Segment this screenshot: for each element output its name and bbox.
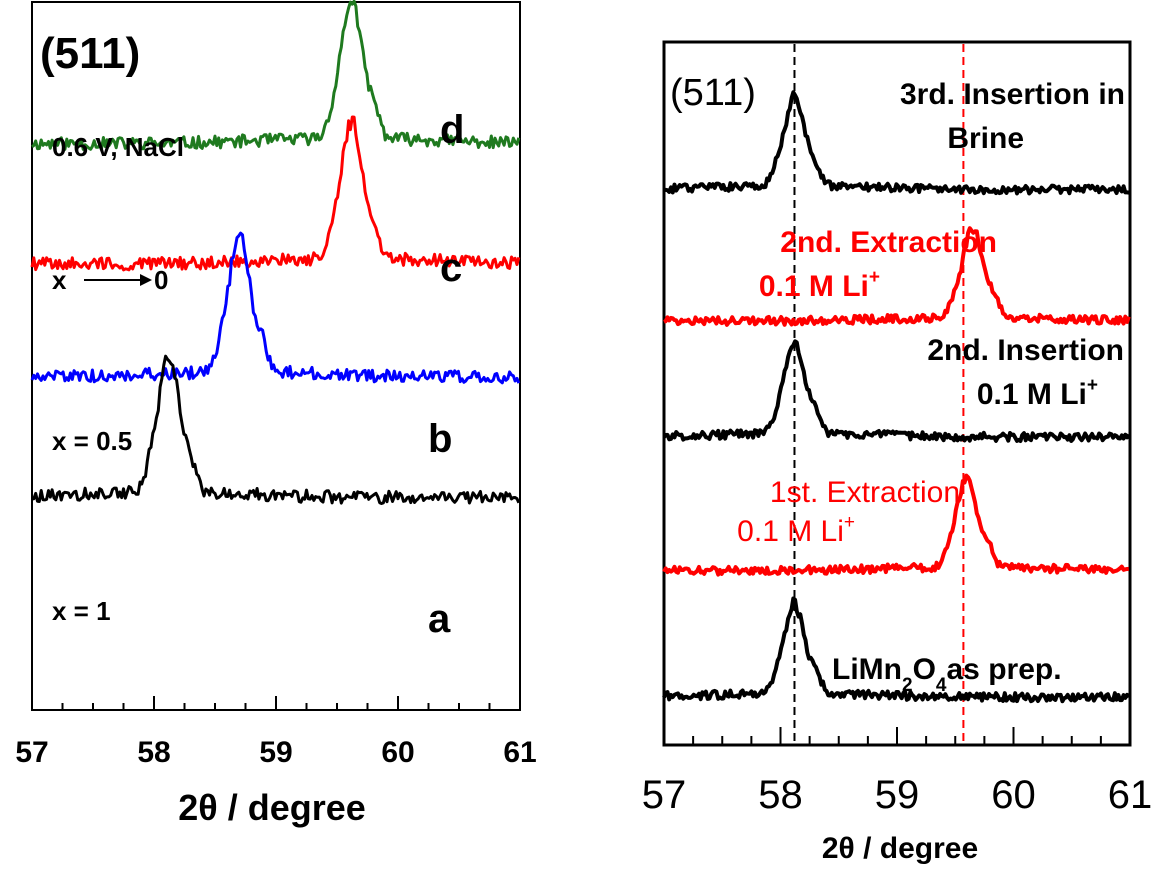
series-a-label: x = 1 (52, 596, 111, 626)
x-tick-label: 59 (259, 736, 292, 769)
r5-trace (663, 90, 1130, 196)
left-traces (30, 0, 521, 505)
left-x-tick-labels: 57 58 59 60 61 (15, 736, 536, 769)
r4-label-sup: + (869, 267, 880, 288)
series-d-letter: d (440, 108, 464, 152)
left-panel-label: (511) (40, 29, 140, 78)
x-tick-label: 57 (15, 736, 48, 769)
series-d-label: 0.6 V, NaCl (52, 132, 184, 162)
r4-label-line2: 0.1 M Li+ (759, 267, 880, 303)
x-tick-label: 60 (381, 736, 414, 769)
right-x-ticks (663, 727, 1131, 745)
right-traces (662, 90, 1131, 704)
r2-label-text: 0.1 M Li (737, 515, 844, 548)
r4-label-text: 0.1 M Li (759, 270, 869, 303)
series-b-letter: b (428, 417, 452, 461)
series-b-trace (30, 231, 521, 385)
r1-label-sub2: 4 (936, 675, 947, 696)
r3-label-text: 0.1 M Li (977, 378, 1087, 411)
right-reference-lines (793, 44, 965, 745)
r5-label-line1: 3rd. Insertion in (900, 78, 1125, 111)
r2-trace (662, 473, 1130, 577)
r3-label-line1: 2nd. Insertion (927, 334, 1124, 367)
left-x-ticks (31, 696, 521, 710)
series-c-label: x (52, 265, 67, 295)
r1-label-part3: as prep. (946, 653, 1061, 686)
r1-trace (662, 596, 1131, 704)
x-tick-label: 59 (875, 773, 920, 817)
x-tick-label: 60 (991, 773, 1036, 817)
r4-label-line1: 2nd. Extraction (780, 226, 997, 259)
right-x-tick-labels: 57 58 59 60 61 (642, 773, 1153, 817)
x-tick-label: 57 (642, 773, 687, 817)
r1-label: LiMn2O4as prep. (832, 653, 1062, 696)
series-a-trace (31, 354, 521, 505)
r2-label-sup: + (844, 512, 855, 533)
r4-trace (663, 226, 1131, 327)
left-x-axis-label: 2θ / degree (178, 787, 366, 828)
right-panel-label: (511) (670, 72, 756, 114)
right-x-axis-label: 2θ / degree (822, 832, 978, 865)
r3-label-line2: 0.1 M Li+ (977, 375, 1098, 411)
r3-label-sup: + (1087, 375, 1098, 396)
r1-label-part1: LiMn (832, 653, 902, 686)
series-d-trace (31, 0, 521, 151)
r2-label-line2: 0.1 M Li+ (737, 512, 855, 548)
r2-label-line1: 1st. Extraction (770, 476, 960, 509)
x-tick-label: 58 (137, 736, 170, 769)
x-tick-label: 61 (503, 736, 536, 769)
series-c-trace (30, 115, 521, 272)
series-b-label: x = 0.5 (52, 426, 132, 456)
right-panel: 57 58 59 60 61 (511) 3rd. Insertion in Brine… (642, 40, 1153, 865)
x-tick-label: 61 (1108, 773, 1153, 817)
left-panel: 57 58 59 60 61 (511) 0.6 V, NaCl d x 0 c x =… (15, 0, 537, 828)
arrow-icon (84, 274, 152, 286)
r5-label-line2: Brine (947, 122, 1024, 155)
r3-trace (662, 339, 1131, 443)
r1-label-part2: O (913, 653, 936, 686)
series-c-letter: c (440, 246, 462, 290)
x-tick-label: 58 (758, 773, 803, 817)
series-a-letter: a (428, 597, 451, 641)
r1-label-sub1: 2 (902, 675, 913, 696)
series-c-label-suffix: 0 (154, 265, 168, 295)
